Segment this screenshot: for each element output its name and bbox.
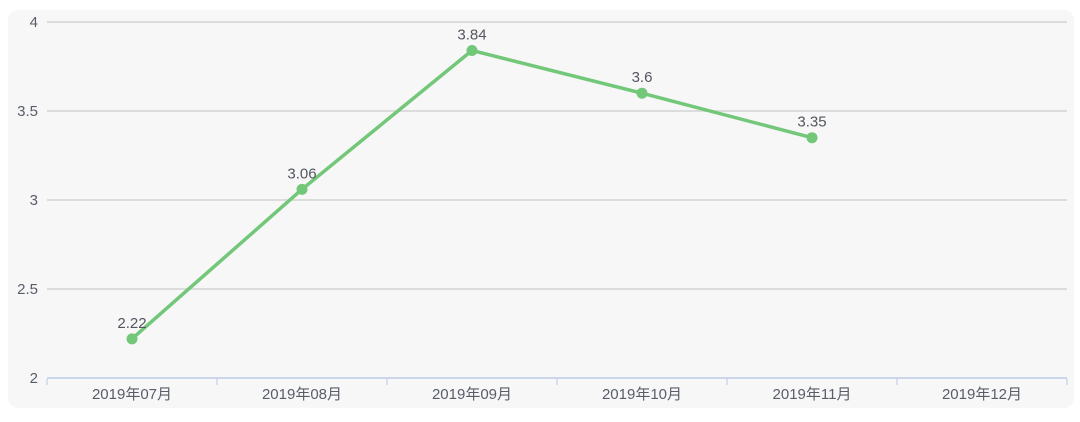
x-axis-category-label: 2019年10月: [602, 386, 682, 403]
data-point[interactable]: [126, 333, 138, 345]
x-axis-category-label: 2019年07月: [92, 386, 172, 403]
x-axis-category-label: 2019年09月: [432, 386, 512, 403]
data-point[interactable]: [636, 87, 648, 99]
chart-card: 2 2.5 3 3.5 4 2019年07月 2019年08月 2019年09月 2019年10…: [8, 10, 1074, 408]
data-point[interactable]: [466, 44, 478, 56]
y-axis-tick-label: 2.5: [17, 281, 38, 298]
data-point[interactable]: [296, 183, 308, 195]
data-point-label: 2.22: [117, 315, 146, 332]
x-axis-category-label: 2019年08月: [262, 386, 342, 403]
x-axis-category-label: 2019年12月: [942, 386, 1022, 403]
data-point-label: 3.6: [632, 69, 653, 86]
data-point-label: 3.35: [797, 114, 826, 131]
y-axis-tick-label: 4: [30, 14, 38, 31]
y-axis-tick-label: 3.5: [17, 103, 38, 120]
line-chart: 2 2.5 3 3.5 4 2019年07月 2019年08月 2019年09月 2019年10…: [17, 14, 1068, 403]
series-line: [130, 48, 814, 341]
y-axis-tick-label: 2: [30, 370, 38, 387]
x-axis-category-label: 2019年11月: [773, 386, 852, 403]
data-point[interactable]: [806, 132, 818, 144]
data-point-label: 3.84: [457, 26, 486, 43]
data-point-label: 3.06: [287, 165, 316, 182]
y-axis-tick-label: 3: [30, 192, 38, 209]
